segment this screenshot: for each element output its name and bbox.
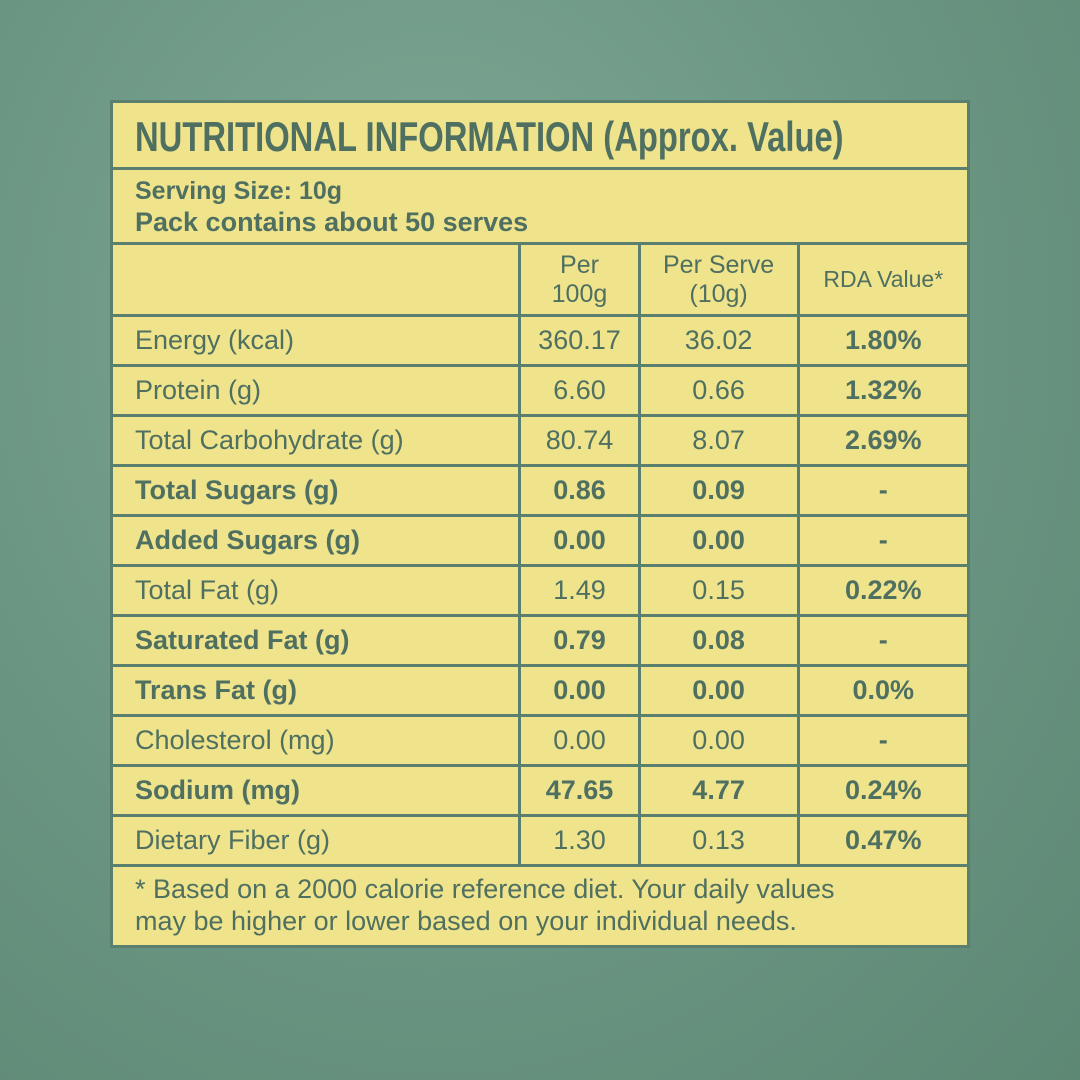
header-line: (10g)	[689, 279, 748, 308]
nutrient-row: Saturated Fat (g) 0.79 0.08-	[113, 614, 967, 667]
nutrient-row: Cholesterol (mg) 0.00 0.00-	[113, 714, 967, 767]
nutrient-row: Total Sugars (g) 0.86 0.09-	[113, 464, 967, 517]
nutrient-value: -	[796, 614, 967, 667]
nutrient-value: 1.30	[518, 814, 641, 867]
nutrient-value: 0.15	[637, 564, 800, 617]
nutrient-name: Dietary Fiber (g)	[113, 814, 522, 867]
footnote-line: * Based on a 2000 calorie reference diet…	[135, 874, 835, 904]
title-band: NUTRITIONAL INFORMATION (Approx. Value)	[113, 103, 967, 170]
footnote-line: may be higher or lower based on your ind…	[135, 906, 797, 936]
nutrient-value: 2.69%	[796, 414, 967, 467]
nutrient-row: Added Sugars (g) 0.00 0.00-	[113, 514, 967, 567]
nutrient-value: 0.24%	[796, 764, 967, 817]
nutrient-name: Added Sugars (g)	[113, 514, 522, 567]
nutrient-value: 360.17	[518, 314, 641, 367]
nutrition-panel: NUTRITIONAL INFORMATION (Approx. Value) …	[110, 100, 970, 948]
nutrient-value: 0.00	[518, 514, 641, 567]
nutrient-value: 0.22%	[796, 564, 967, 617]
title: NUTRITIONAL INFORMATION (Approx. Value)	[135, 113, 844, 160]
header-line: 100g	[551, 279, 608, 308]
nutrient-value: 0.66	[637, 364, 800, 417]
header-row: Per 100g Per Serve (10g) RDA Value*	[113, 245, 967, 317]
nutrient-row: Dietary Fiber (g) 1.30 0.13 0.47%	[113, 814, 967, 867]
nutrient-value: 47.65	[518, 764, 641, 817]
nutrient-value: 0.00	[518, 664, 641, 717]
nutrition-table: Per 100g Per Serve (10g) RDA Value* Energy (k…	[113, 245, 967, 867]
nutrient-row: Total Carbohydrate (g) 80.74 8.07 2.69%	[113, 414, 967, 467]
header-line: RDA Value*	[823, 266, 944, 292]
nutrient-value: 0.08	[637, 614, 800, 667]
footnote: * Based on a 2000 calorie reference diet…	[113, 867, 967, 945]
nutrient-row: Energy (kcal) 360.17 36.02 1.80%	[113, 314, 967, 367]
nutrient-value: 0.00	[637, 714, 800, 767]
nutrient-value: 8.07	[637, 414, 800, 467]
nutrient-name: Total Fat (g)	[113, 564, 522, 617]
nutrient-value: 0.47%	[796, 814, 967, 867]
nutrient-value: 1.80%	[796, 314, 967, 367]
nutrient-name: Total Carbohydrate (g)	[113, 414, 522, 467]
header-cell: Per Serve (10g)	[637, 245, 800, 317]
nutrient-name: Saturated Fat (g)	[113, 614, 522, 667]
header-cell: RDA Value*	[796, 245, 967, 317]
nutrient-value: 0.00	[637, 664, 800, 717]
header-cell	[113, 245, 522, 317]
nutrient-row: Total Fat (g) 1.49 0.15 0.22%	[113, 564, 967, 617]
nutrient-name: Protein (g)	[113, 364, 522, 417]
nutrient-row: Sodium (mg) 47.65 4.77 0.24%	[113, 764, 967, 817]
nutrient-name: Cholesterol (mg)	[113, 714, 522, 767]
pack-contains: Pack contains about 50 serves	[135, 207, 529, 237]
nutrient-row: Trans Fat (g) 0.00 0.00 0.0%	[113, 664, 967, 717]
nutrient-value: 0.79	[518, 614, 641, 667]
nutrient-value: 0.86	[518, 464, 641, 517]
serving-info: Serving Size: 10g Pack contains about 50…	[113, 170, 967, 245]
header-line: Per Serve	[662, 250, 775, 279]
nutrient-row: Protein (g) 6.60 0.66 1.32%	[113, 364, 967, 417]
nutrient-name: Sodium (mg)	[113, 764, 522, 817]
nutrient-value: -	[796, 464, 967, 517]
nutrient-value: -	[796, 714, 967, 767]
nutrient-value: 6.60	[518, 364, 641, 417]
nutrient-value: 0.00	[637, 514, 800, 567]
header-line: Per	[560, 250, 599, 279]
nutrient-value: 0.0%	[796, 664, 967, 717]
nutrient-value: 4.77	[637, 764, 800, 817]
nutrient-value: 1.32%	[796, 364, 967, 417]
nutrient-name: Total Sugars (g)	[113, 464, 522, 517]
nutrient-value: 0.09	[637, 464, 800, 517]
nutrient-value: 1.49	[518, 564, 641, 617]
nutrient-value: 36.02	[637, 314, 800, 367]
nutrient-value: 80.74	[518, 414, 641, 467]
nutrient-name: Trans Fat (g)	[113, 664, 522, 717]
nutrient-name: Energy (kcal)	[113, 314, 522, 367]
nutrient-value: 0.00	[518, 714, 641, 767]
nutrient-value: -	[796, 514, 967, 567]
serving-size: Serving Size: 10g	[135, 177, 343, 205]
header-cell: Per 100g	[518, 245, 641, 317]
nutrient-value: 0.13	[637, 814, 800, 867]
